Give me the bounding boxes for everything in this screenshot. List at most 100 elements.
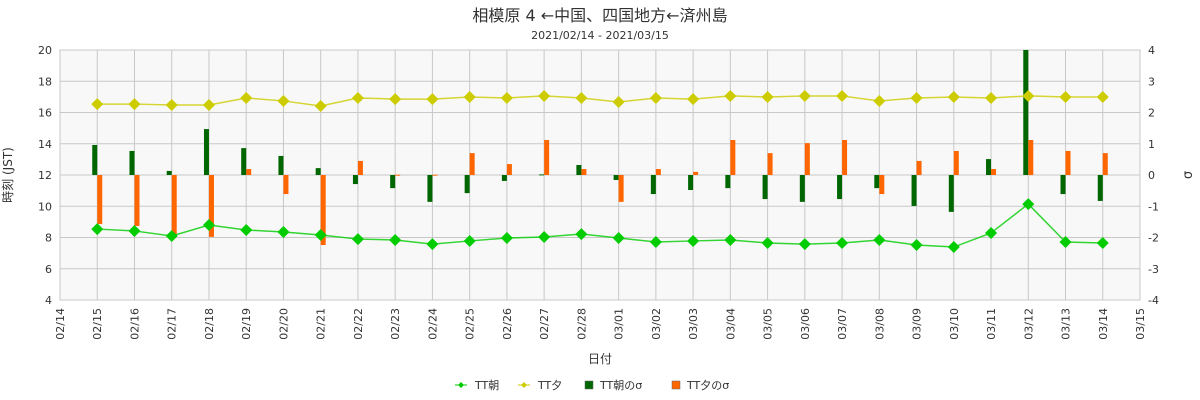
data-point [91,223,104,236]
sigma-bar [916,160,922,175]
data-point [873,234,886,246]
data-point [426,93,439,106]
sigma-bar [837,175,843,200]
sigma-bar [129,150,135,175]
y2-tick-label: -4 [1148,294,1159,307]
x-tick-label: 03/01 [613,308,626,340]
legend-marker-icon [458,382,464,388]
sigma-bar [469,153,475,175]
data-point [575,228,588,241]
sigma-bar [432,174,438,176]
sigma-bar [544,140,550,175]
x-tick-label: 03/02 [650,308,663,340]
data-point [389,234,402,246]
y2-tick-label: -1 [1148,200,1159,213]
sigma-bar [650,175,656,195]
data-point [538,231,551,244]
data-point [687,234,700,247]
sigma-bar [357,160,363,175]
data-point [389,93,402,106]
legend-swatch-icon [584,380,594,390]
data-point [612,96,625,109]
sigma-bar [395,174,401,176]
y-tick-label: 10 [38,200,52,213]
y-tick-label: 4 [45,294,52,307]
sigma-bar [879,175,885,195]
data-point [463,91,476,104]
data-point [873,94,886,107]
x-tick-label: 02/14 [54,308,67,340]
x-tick-label: 02/15 [91,308,104,340]
sigma-bar [986,159,992,175]
x-tick-label: 02/20 [277,308,290,340]
sigma-bar [539,174,545,176]
sigma-bar [1060,175,1066,195]
y2-tick-label: 4 [1148,44,1155,57]
data-point [1059,91,1072,104]
data-point [836,236,849,249]
data-point [985,226,998,239]
y2-axis-label: σ [1181,171,1196,179]
sigma-bar [390,175,396,189]
sigma-bar [911,175,917,206]
data-point [128,224,141,237]
data-point [538,89,551,102]
sigma-bar [762,175,768,200]
y-tick-label: 14 [38,138,52,151]
x-tick-label: 03/09 [911,308,924,340]
data-point [202,99,215,111]
legend-label: TT夕のσ [686,379,729,392]
legend-swatch-icon [671,380,681,390]
sigma-bar [506,164,512,175]
legend: TT朝 TT夕 TT朝のσ TT夕のσ [455,379,729,392]
x-tick-label: 02/18 [203,308,216,340]
sigma-bar [576,165,582,175]
sigma-bar [1097,175,1103,201]
data-point [128,98,141,111]
data-point [612,231,625,244]
legend-label: TT朝 [474,379,499,392]
x-tick-label: 03/07 [836,308,849,340]
x-tick-label: 03/11 [985,308,998,340]
sigma-bar [799,175,805,202]
sigma-bar [241,148,247,175]
y2-tick-label: 0 [1148,169,1155,182]
x-tick-label: 03/06 [799,308,812,340]
data-point [1022,198,1035,211]
sigma-bar [693,171,699,175]
sigma-bar [842,140,848,175]
x-tick-label: 02/28 [575,308,588,340]
x-tick-label: 02/25 [464,308,477,340]
sigma-bar [166,170,172,175]
sigma-bar [134,175,140,226]
data-point [314,99,327,112]
x-tick-label: 02/22 [352,308,365,340]
y-tick-label: 16 [38,107,52,120]
sigma-bar [991,169,997,175]
x-tick-label: 02/27 [538,308,551,340]
sigma-bar [352,175,358,185]
data-point [724,89,737,102]
sigma-bar [92,145,98,175]
sigma-bar [1028,140,1034,175]
data-point [1059,236,1072,249]
sigma-bar [688,175,694,190]
sigma-bar [953,150,959,175]
sigma-bar [767,153,773,175]
x-tick-label: 03/05 [762,308,775,340]
x-tick-label: 02/16 [128,308,141,340]
data-point [351,233,364,246]
data-point [351,91,364,104]
sigma-bar [730,140,736,175]
x-tick-label: 02/23 [389,308,402,340]
x-tick-label: 03/08 [873,308,886,340]
data-point [575,91,588,104]
sigma-bar [874,175,880,189]
y-tick-label: 20 [38,44,52,57]
x-tick-label: 03/10 [948,308,961,340]
data-point [277,226,290,239]
data-point [202,219,215,231]
data-point [500,91,513,104]
y2-tick-label: 1 [1148,138,1155,151]
sigma-bar [948,175,954,212]
